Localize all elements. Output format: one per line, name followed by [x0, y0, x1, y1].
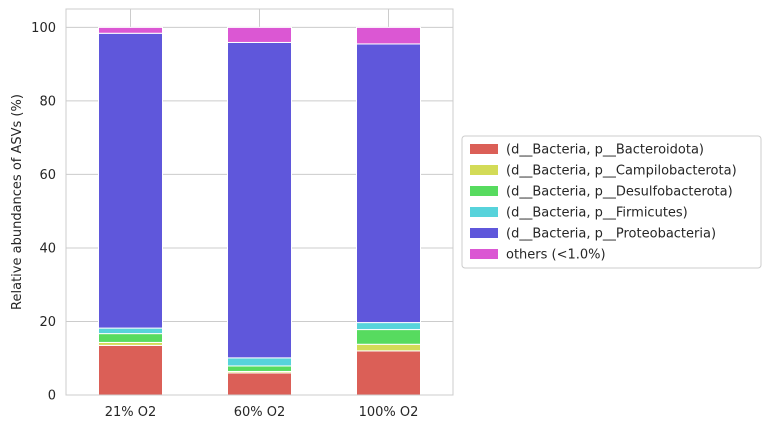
bar-segment — [227, 26, 292, 43]
bar-segment — [356, 43, 421, 324]
bars — [98, 26, 421, 396]
bar-segment — [98, 333, 163, 343]
y-tick-label: 80 — [39, 94, 56, 109]
x-tick-label: 60% O2 — [234, 405, 286, 420]
bar-segment — [227, 365, 292, 372]
bar-segment — [356, 322, 421, 331]
x-tick-label: 100% O2 — [359, 405, 419, 420]
bar-segment — [356, 350, 421, 396]
legend-label: (d__Bacteria, p__Firmicutes) — [506, 206, 688, 221]
bar-segment — [227, 41, 292, 359]
legend-label: (d__Bacteria, p__Proteobacteria) — [506, 227, 716, 242]
legend: (d__Bacteria, p__Bacteroidota) (d__Bacter… — [461, 135, 762, 269]
x-axis-ticks: 21% O2 60% O2 100% O2 — [105, 405, 419, 420]
bar-segment — [98, 32, 163, 329]
legend-swatch — [470, 228, 498, 238]
y-tick-label: 20 — [39, 315, 56, 330]
x-tick-label: 21% O2 — [105, 405, 157, 420]
legend-label: (d__Bacteria, p__Bacteroidota) — [506, 143, 704, 158]
legend-label: others (<1.0%) — [506, 248, 606, 263]
legend-swatch — [470, 207, 498, 217]
bar-segment — [227, 372, 292, 396]
legend-swatch — [470, 144, 498, 154]
legend-label: (d__Bacteria, p__Campilobacterota) — [506, 164, 737, 179]
y-tick-label: 100 — [31, 21, 56, 36]
y-axis-label: Relative abundances of ASVs (%) — [10, 94, 25, 310]
bar-segment — [98, 327, 163, 335]
bar-segment — [98, 344, 163, 396]
y-tick-label: 40 — [39, 241, 56, 256]
y-axis-ticks: 0 20 40 60 80 100 — [31, 21, 56, 404]
plot-area-frame — [65, 8, 454, 396]
legend-frame — [461, 135, 762, 269]
y-tick-label: 0 — [48, 389, 56, 404]
bar-segment — [356, 26, 421, 45]
bar-segment — [98, 26, 163, 34]
legend-swatch — [470, 165, 498, 175]
legend-label: (d__Bacteria, p__Desulfobacterota) — [506, 185, 733, 200]
bar-segment — [356, 329, 421, 345]
bar-segment — [227, 357, 292, 367]
legend-swatch — [470, 249, 498, 259]
bar-segment — [356, 343, 421, 352]
legend-swatch — [470, 186, 498, 196]
y-tick-label: 60 — [39, 168, 56, 183]
